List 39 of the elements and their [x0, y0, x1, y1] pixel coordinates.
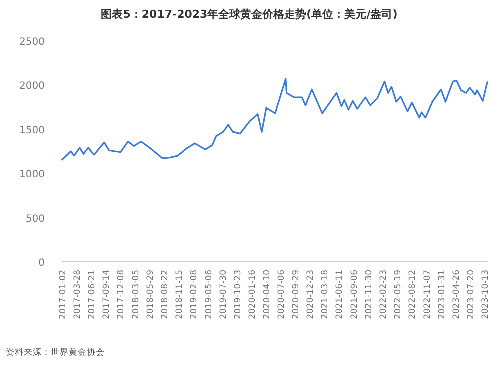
x-tick-label: 2019-05-06 — [204, 270, 214, 320]
chart-title: 图表5：2017-2023年全球黄金价格走势(单位：美元/盎司) — [101, 8, 398, 21]
x-tick-label: 2020-07-06 — [277, 270, 288, 320]
x-tick-label: 2017-03-28 — [73, 270, 84, 320]
line-series — [61, 78, 489, 162]
x-tick-label: 2022-08-12 — [408, 270, 418, 320]
y-tick-label: 2000 — [20, 81, 45, 92]
y-tick-label: 500 — [26, 214, 45, 225]
text: 资料来源：世界黄金协会 — [6, 347, 105, 358]
x-tick-label: 2020-04-10 — [262, 270, 272, 320]
x-tick-label: 2020-09-29 — [292, 270, 302, 320]
x-tick-label: 2020-01-16 — [248, 270, 258, 320]
x-tick-label: 2023-10-13 — [480, 270, 491, 320]
x-tick-label: 2021-09-06 — [350, 270, 360, 320]
x-tick-label: 2022-11-07 — [422, 270, 433, 320]
x-tick-label: 2018-05-29 — [146, 270, 156, 320]
x-tick-label: 2023-01-31 — [437, 270, 448, 320]
x-tick-label: 2017-06-21 — [88, 270, 98, 320]
x-tick-label: 2018-11-15 — [174, 270, 185, 320]
x-tick-label: 2022-05-19 — [394, 270, 404, 320]
x-tick-label: 2021-03-18 — [320, 270, 331, 320]
x-tick-label: 2020-12-23 — [306, 270, 316, 320]
x-tick-label: 2019-02-08 — [189, 270, 200, 320]
x-tick-label: 2021-11-30 — [364, 270, 375, 320]
x-tick-label: 2018-08-22 — [160, 270, 170, 320]
y-tick-label: 1000 — [20, 170, 45, 181]
x-tick-label: 2017-09-14 — [102, 270, 112, 320]
x-tick-label: 2018-03-05 — [131, 270, 142, 320]
x-tick-label: 2019-07-30 — [218, 270, 229, 320]
y-tick-label: 2500 — [20, 37, 45, 48]
x-tick-label: 2017-01-02 — [58, 270, 68, 320]
x-tick-label: 2023-04-26 — [452, 270, 462, 320]
y-tick-label: 0 — [38, 258, 45, 269]
x-tick-label: 2022-02-23 — [379, 270, 390, 320]
x-tick-label: 2023-07-20 — [466, 270, 476, 320]
x-tick-label: 2019-10-23 — [233, 270, 244, 320]
y-tick-label: 1500 — [20, 125, 45, 136]
x-tick-label: 2017-12-08 — [116, 270, 127, 320]
x-tick-label: 2021-06-11 — [335, 270, 346, 320]
